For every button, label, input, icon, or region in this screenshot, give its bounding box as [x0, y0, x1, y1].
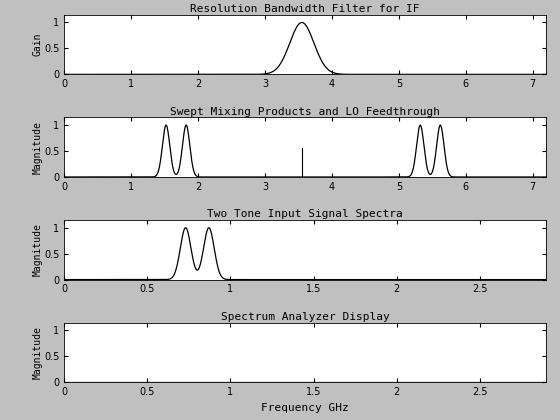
X-axis label: Frequency GHz: Frequency GHz: [262, 403, 349, 412]
Title: Two Tone Input Signal Spectra: Two Tone Input Signal Spectra: [207, 209, 403, 219]
Title: Resolution Bandwidth Filter for IF: Resolution Bandwidth Filter for IF: [190, 4, 420, 14]
Y-axis label: Magnitude: Magnitude: [33, 223, 43, 276]
Title: Spectrum Analyzer Display: Spectrum Analyzer Display: [221, 312, 390, 322]
Y-axis label: Gain: Gain: [33, 33, 43, 56]
Y-axis label: Magnitude: Magnitude: [33, 326, 43, 379]
Y-axis label: Magnitude: Magnitude: [33, 121, 43, 173]
Title: Swept Mixing Products and LO Feedthrough: Swept Mixing Products and LO Feedthrough: [170, 107, 440, 116]
